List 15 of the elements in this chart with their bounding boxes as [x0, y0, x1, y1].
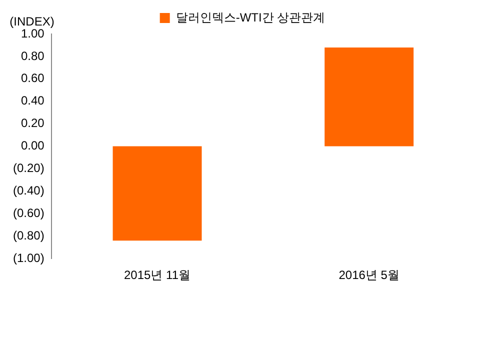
x-tick-label: 2016년 5월: [338, 268, 400, 282]
y-tick-label: (0.80): [12, 228, 44, 242]
y-axis-title: (INDEX): [10, 14, 54, 28]
y-tick-label: 0.20: [20, 116, 45, 130]
y-tick-label: (1.00): [12, 250, 44, 265]
y-tick-label: (0.60): [12, 206, 44, 220]
y-tick-label: (0.40): [12, 184, 44, 198]
y-tick-label: 1.00: [20, 26, 45, 40]
y-tick-label: (0.20): [12, 161, 44, 176]
y-tick-label: 0.00: [20, 138, 45, 153]
y-tick-label: 0.80: [20, 48, 45, 63]
x-tick-label: 2015년 11월: [124, 268, 191, 282]
y-tick-label: 0.40: [20, 94, 45, 108]
legend-label: 달러인덱스-WTI간 상관관계: [176, 10, 326, 24]
y-tick-label: 0.60: [20, 71, 45, 86]
